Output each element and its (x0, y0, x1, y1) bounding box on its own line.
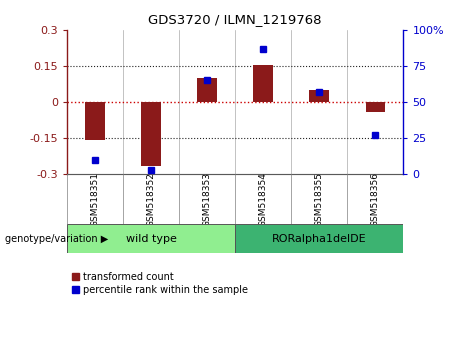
Legend: transformed count, percentile rank within the sample: transformed count, percentile rank withi… (72, 272, 248, 295)
Text: GSM518354: GSM518354 (259, 172, 268, 227)
Text: GSM518351: GSM518351 (90, 172, 100, 227)
Bar (309, 90, 329, 102)
Bar (254, 65, 273, 102)
Bar (197, 78, 217, 102)
Bar (67, 224, 235, 253)
Text: GSM518353: GSM518353 (202, 172, 212, 227)
Bar (235, 224, 403, 253)
Bar (366, 102, 385, 112)
Bar (141, 102, 161, 166)
Text: GSM518352: GSM518352 (147, 172, 155, 227)
Text: RORalpha1delDE: RORalpha1delDE (272, 234, 366, 244)
Text: GSM518356: GSM518356 (371, 172, 380, 227)
Text: GSM518355: GSM518355 (315, 172, 324, 227)
Title: GDS3720 / ILMN_1219768: GDS3720 / ILMN_1219768 (148, 13, 322, 26)
Bar (85, 102, 105, 141)
Text: wild type: wild type (125, 234, 177, 244)
Text: genotype/variation ▶: genotype/variation ▶ (5, 234, 108, 244)
